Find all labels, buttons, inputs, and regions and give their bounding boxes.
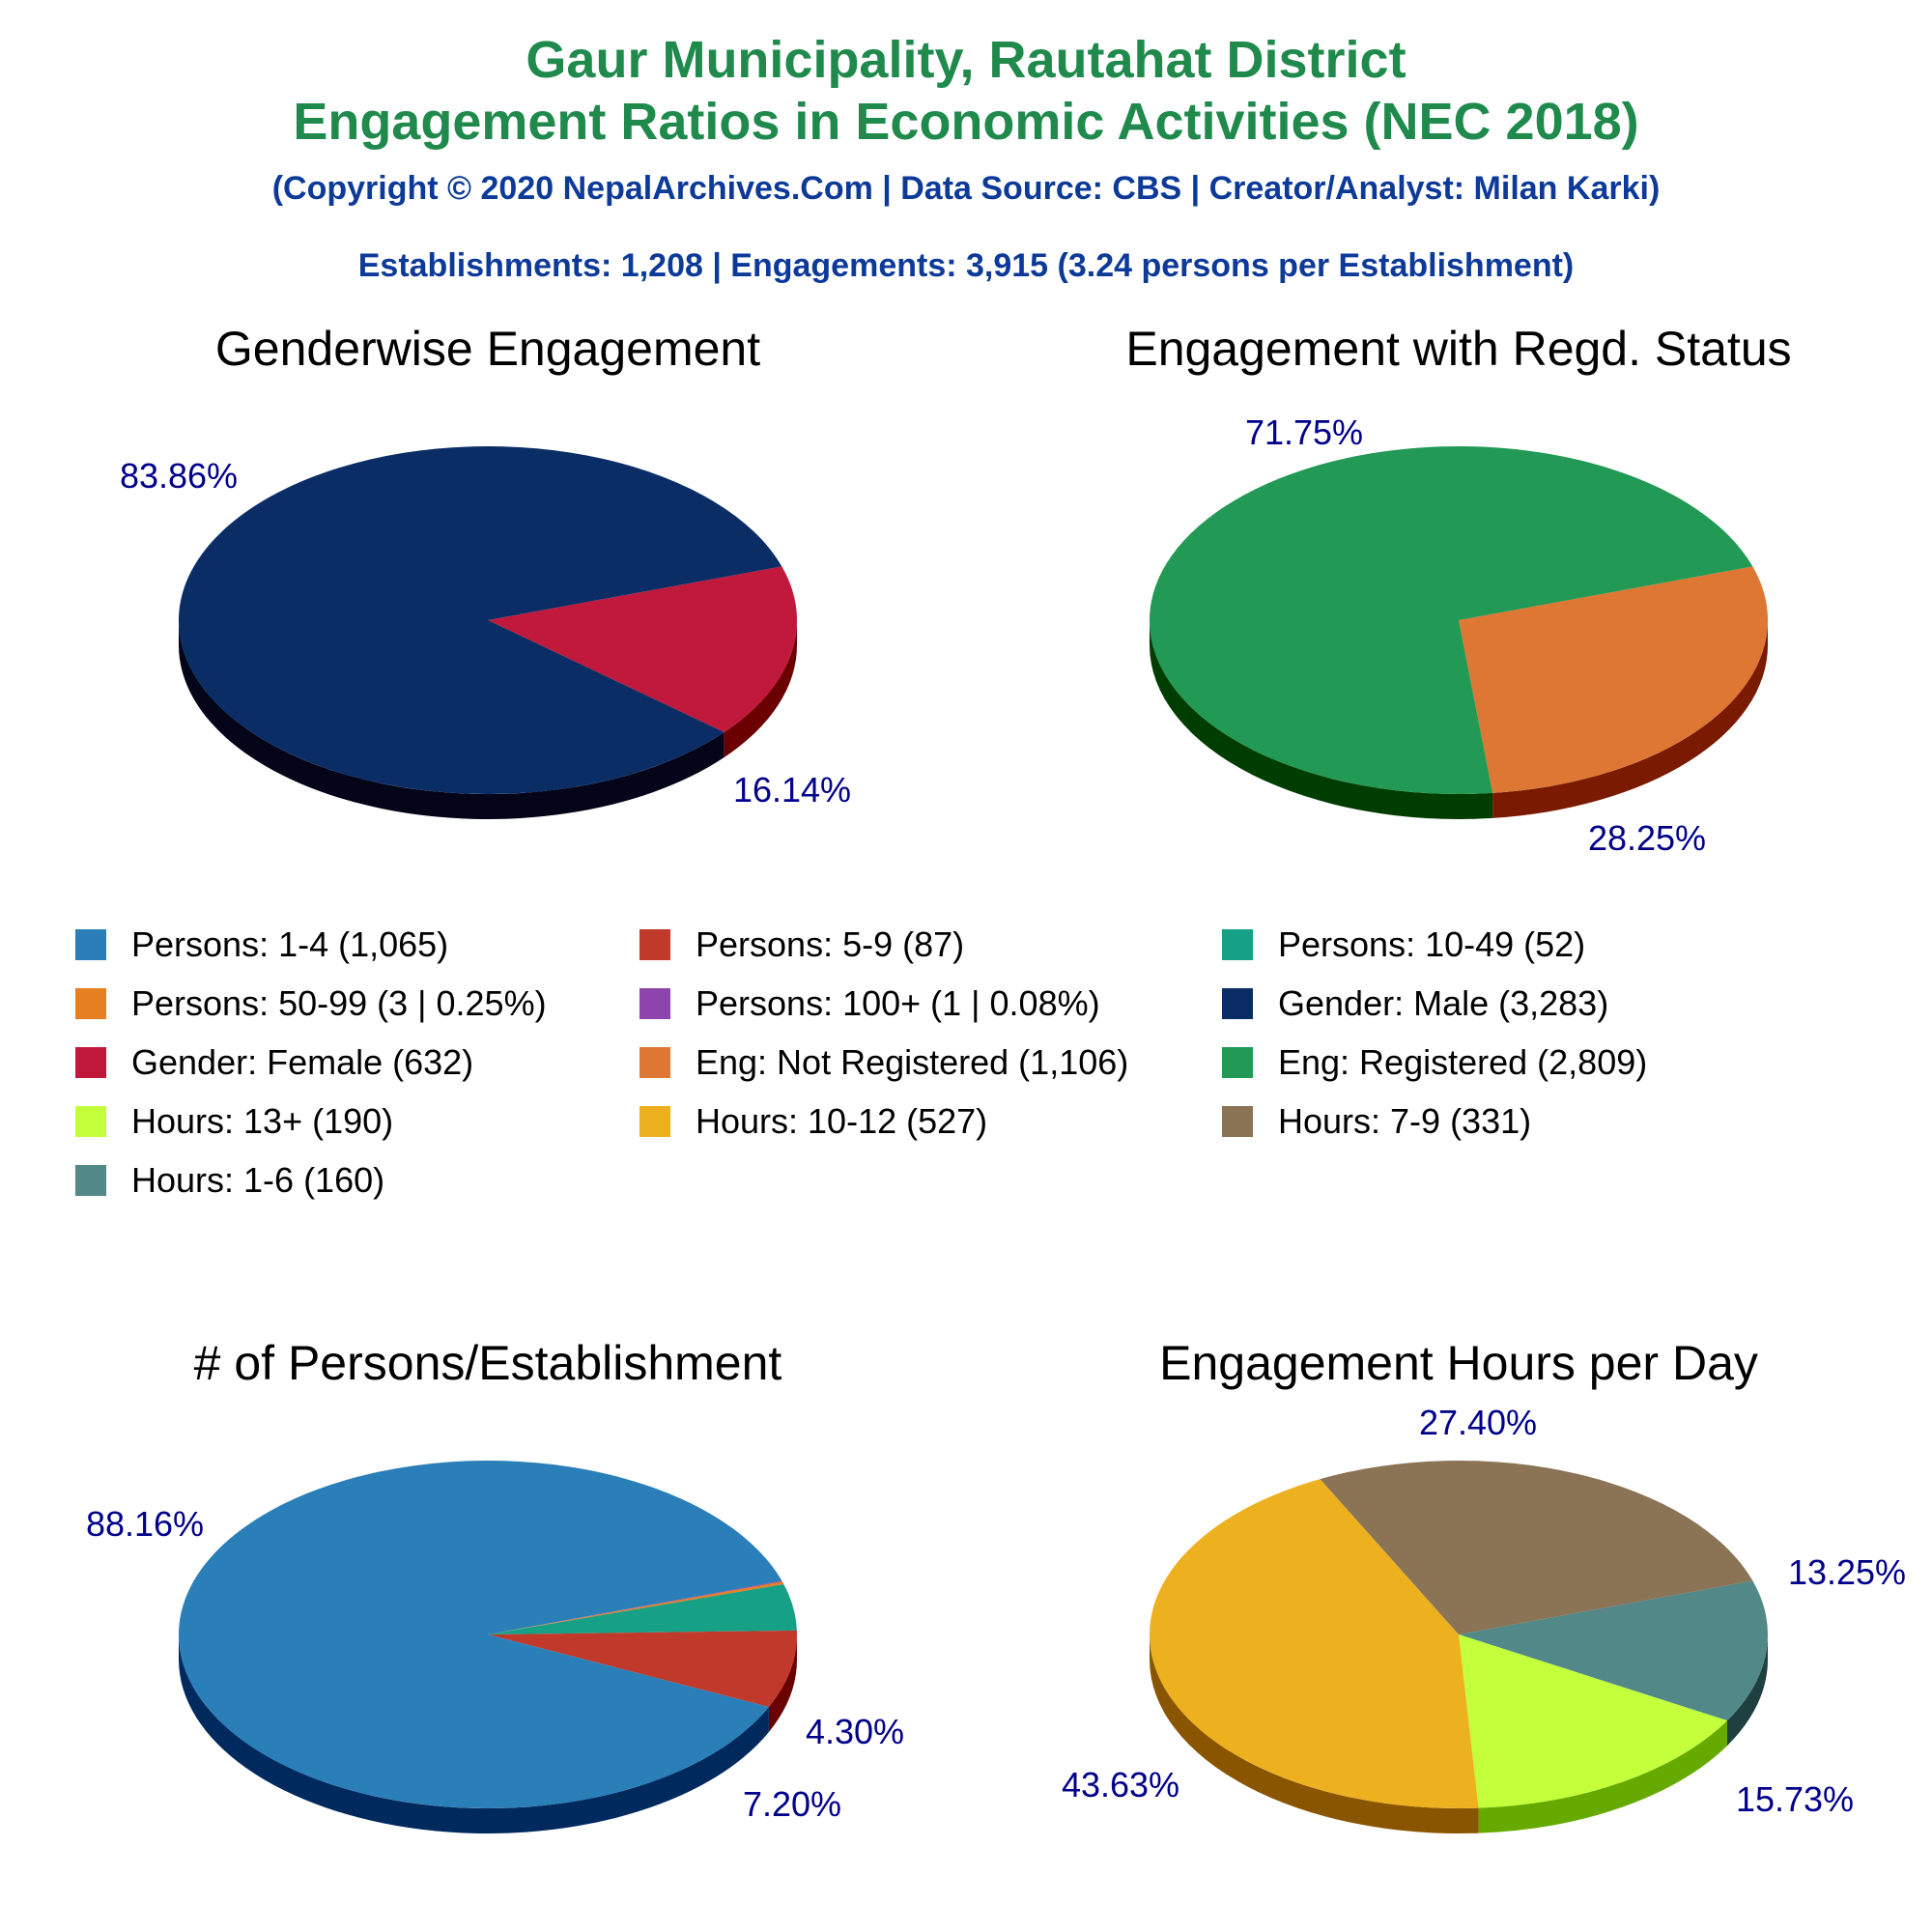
pie-slice	[1459, 1580, 1769, 1721]
legend-swatch	[75, 929, 106, 960]
legend-swatch	[75, 988, 106, 1019]
pie-slice	[488, 1580, 782, 1634]
main-title-line2: Engagement Ratios in Economic Activities…	[293, 93, 1638, 151]
legend-item: Gender: Female (632)	[75, 1042, 473, 1082]
legend-swatch	[75, 1106, 106, 1137]
slice-side-0	[1492, 620, 1768, 818]
pie-slice	[179, 446, 782, 795]
legend-item: Persons: 10-49 (52)	[1222, 924, 1585, 964]
slice-side-1	[179, 620, 724, 820]
legend-label: Persons: 1-4 (1,065)	[131, 924, 448, 964]
main-title-line1: Gaur Municipality, Rautahat District	[526, 31, 1406, 89]
pie-slice	[488, 1630, 797, 1707]
slice-percent-label: 43.63%	[1062, 1765, 1179, 1804]
chart-title: Engagement with Regd. Status	[1125, 322, 1791, 376]
legend-label: Hours: 1-6 (160)	[131, 1160, 384, 1200]
summary-subtitle: Establishments: 1,208 | Engagements: 3,9…	[358, 247, 1575, 284]
pie-chart-4: Engagement Hours per Day 13.25% 15.73% 43.6…	[1062, 1336, 1906, 1833]
slice-side-3	[768, 1634, 797, 1732]
slice-percent-label: 71.75%	[1245, 412, 1363, 452]
legend-swatch	[639, 1106, 670, 1137]
legend-item: Persons: 1-4 (1,065)	[75, 924, 448, 964]
pie-slice	[1150, 445, 1753, 794]
legend-item: Eng: Registered (2,809)	[1222, 1042, 1647, 1082]
legend-swatch	[639, 929, 670, 960]
legend-label: Eng: Registered (2,809)	[1278, 1042, 1647, 1082]
legend: Persons: 1-4 (1,065) Persons: 5-9 (87) Per…	[75, 924, 1647, 1200]
legend-item: Hours: 10-12 (527)	[639, 1101, 987, 1141]
legend-label: Gender: Male (3,283)	[1278, 983, 1608, 1023]
pie-chart-1: Genderwise Engagement 16.14% 83.86%	[120, 322, 851, 820]
legend-swatch	[75, 1047, 106, 1078]
legend-item: Gender: Male (3,283)	[1222, 983, 1608, 1023]
legend-item: Persons: 5-9 (87)	[639, 924, 964, 964]
chart-title: Engagement Hours per Day	[1159, 1336, 1758, 1390]
slice-percent-label: 13.25%	[1788, 1552, 1906, 1592]
slice-percent-label: 7.20%	[743, 1784, 841, 1824]
slice-percent-label: 4.30%	[806, 1712, 904, 1751]
slice-side-4	[179, 1634, 769, 1833]
legend-label: Gender: Female (632)	[131, 1042, 473, 1082]
legend-label: Hours: 10-12 (527)	[696, 1101, 987, 1141]
legend-swatch	[639, 988, 670, 1019]
slice-side-1	[1150, 620, 1493, 819]
pie-chart-3: # of Persons/Establishment 4.30% 7.20% 88.1…	[86, 1336, 904, 1833]
legend-swatch	[1222, 988, 1253, 1019]
legend-label: Eng: Not Registered (1,106)	[696, 1042, 1128, 1082]
chart-title: Genderwise Engagement	[215, 322, 760, 376]
legend-label: Persons: 5-9 (87)	[696, 924, 964, 964]
legend-label: Hours: 13+ (190)	[131, 1101, 393, 1141]
legend-swatch	[1222, 1047, 1253, 1078]
legend-item: Persons: 50-99 (3 | 0.25%)	[75, 983, 547, 1023]
pie-slice	[488, 1583, 797, 1634]
legend-swatch	[1222, 1106, 1253, 1137]
slice-percent-label: 16.14%	[733, 770, 851, 810]
slice-percent-label: 27.40%	[1419, 1403, 1537, 1442]
slice-percent-label: 28.25%	[1588, 818, 1706, 858]
slice-percent-label: 15.73%	[1736, 1779, 1854, 1819]
slice-side-1	[1478, 1720, 1728, 1833]
charts-layer: Genderwise Engagement 16.14% 83.86% Engagem…	[86, 322, 1906, 1833]
slice-side-2	[1150, 1634, 1479, 1833]
pie-slice	[488, 566, 797, 732]
pie-slice	[1459, 566, 1768, 793]
pie-slice	[488, 1581, 784, 1634]
slice-side-0	[1727, 1634, 1768, 1747]
pie-chart-2: Engagement with Regd. Status 28.25% 71.75%	[1125, 322, 1791, 858]
legend-label: Hours: 7-9 (331)	[1278, 1101, 1531, 1141]
copyright-subtitle: (Copyright © 2020 NepalArchives.Com | Da…	[272, 170, 1661, 207]
legend-item: Eng: Not Registered (1,106)	[639, 1042, 1128, 1082]
pie-slice	[1320, 1461, 1753, 1634]
legend-label: Persons: 10-49 (52)	[1278, 924, 1585, 964]
slice-percent-label: 83.86%	[120, 456, 238, 496]
legend-item: Persons: 100+ (1 | 0.08%)	[639, 983, 1100, 1023]
legend-item: Hours: 1-6 (160)	[75, 1160, 384, 1200]
legend-swatch	[75, 1165, 106, 1196]
legend-swatch	[1222, 929, 1253, 960]
legend-label: Persons: 50-99 (3 | 0.25%)	[131, 983, 547, 1023]
slice-side-0	[724, 620, 797, 757]
legend-label: Persons: 100+ (1 | 0.08%)	[696, 983, 1100, 1023]
legend-item: Hours: 7-9 (331)	[1222, 1101, 1531, 1141]
legend-item: Hours: 13+ (190)	[75, 1101, 393, 1141]
slice-percent-label: 88.16%	[86, 1504, 204, 1544]
legend-swatch	[639, 1047, 670, 1078]
pie-slice	[1459, 1634, 1728, 1808]
pie-slice	[179, 1461, 782, 1809]
pie-slice	[1150, 1479, 1479, 1808]
chart-title: # of Persons/Establishment	[194, 1336, 782, 1390]
